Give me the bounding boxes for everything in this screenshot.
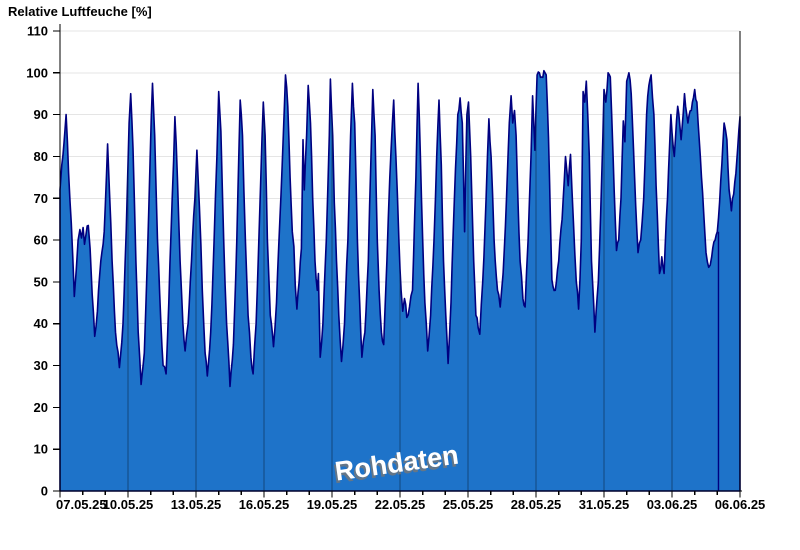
- y-tick-label: 80: [34, 149, 48, 164]
- x-tick-label: 28.05.25: [511, 497, 562, 512]
- y-tick-label: 30: [34, 358, 48, 373]
- y-tick-label: 10: [34, 442, 48, 457]
- y-tick-label: 50: [34, 274, 48, 289]
- y-tick-label: 60: [34, 233, 48, 248]
- x-tick-label: 10.05.25: [103, 497, 154, 512]
- page-title: Relative Luftfeuche [%]: [8, 4, 152, 19]
- x-tick-label: 13.05.25: [171, 497, 222, 512]
- x-tick-label: 16.05.25: [239, 497, 290, 512]
- x-tick-label: 25.05.25: [443, 497, 494, 512]
- x-tick-label: 03.06.25: [647, 497, 698, 512]
- y-tick-label: 90: [34, 107, 48, 122]
- y-tick-label: 40: [34, 316, 48, 331]
- x-tick-label: 06.06.25: [715, 497, 766, 512]
- y-tick-label: 110: [27, 24, 48, 39]
- y-tick-label: 20: [34, 400, 48, 415]
- y-tick-label: 100: [26, 65, 48, 80]
- x-tick-label: 31.05.25: [579, 497, 630, 512]
- y-tick-label: 0: [41, 484, 48, 499]
- x-tick-label: 07.05.25: [56, 497, 107, 512]
- y-tick-label: 70: [34, 191, 48, 206]
- x-tick-label: 19.05.25: [307, 497, 358, 512]
- y-ticks-and-labels: 0 10 20 30 40 50 60 70 80 90 100 110: [26, 24, 60, 499]
- x-tick-label: 22.05.25: [375, 497, 426, 512]
